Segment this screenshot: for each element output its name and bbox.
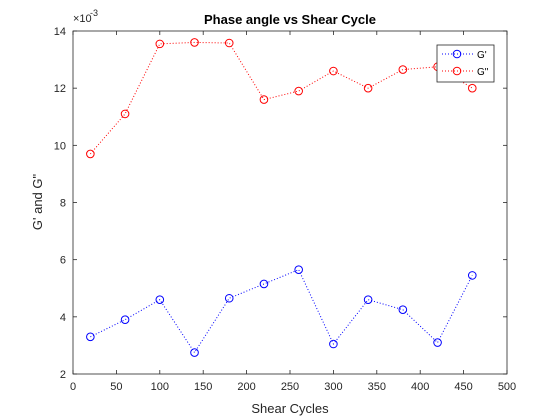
legend-marker-g-prime	[452, 49, 462, 59]
data-point-g-prime	[467, 271, 477, 280]
y-tick-label: 14	[54, 26, 66, 38]
data-point-g-double-prime	[224, 38, 234, 48]
x-tick-label: 350	[368, 381, 386, 393]
axis-ticks: 0 50 100 150 200 250 300 350 400 450 500 2 4 6 8 10 12 14	[54, 26, 516, 393]
data-point-g-prime	[190, 348, 199, 357]
data-point-g-double-prime	[120, 109, 130, 119]
y-tick-label: 10	[54, 140, 66, 152]
y-multiplier-text: ×10	[73, 13, 92, 25]
data-point-g-prime	[398, 305, 408, 314]
x-tick-label: 50	[110, 381, 122, 393]
series-layer	[86, 38, 477, 357]
data-point-g-double-prime	[294, 86, 303, 96]
data-point-g-double-prime	[329, 66, 338, 76]
data-point-g-double-prime	[155, 39, 165, 49]
data-point-g-double-prime	[190, 38, 199, 47]
x-tick-label: 300	[324, 381, 342, 393]
data-point-g-prime	[433, 338, 442, 347]
data-point-g-prime	[224, 293, 234, 303]
x-tick-label: 150	[194, 381, 212, 393]
data-point-g-prime	[86, 332, 95, 342]
data-point-g-prime	[259, 279, 269, 289]
x-tick-label: 500	[498, 381, 516, 393]
y-tick-label: 12	[54, 83, 66, 95]
x-axis-label: Shear Cycles	[251, 401, 329, 416]
data-point-g-double-prime	[259, 95, 269, 104]
data-point-g-double-prime	[467, 83, 477, 93]
data-point-g-prime	[120, 315, 130, 324]
data-point-g-double-prime	[86, 149, 95, 159]
y-axis-label: G' and G"	[30, 173, 45, 230]
legend-entry-g-prime: G'	[442, 49, 487, 61]
y-exponent-label: ×10 -3	[73, 8, 98, 25]
y-tick-label: 8	[60, 198, 66, 210]
legend-marker-g-double-prime	[452, 66, 462, 76]
x-tick-label: 250	[281, 381, 299, 393]
chart-title: Phase angle vs Shear Cycle	[204, 12, 376, 27]
data-point-g-double-prime	[398, 65, 408, 74]
legend: G' G"	[436, 44, 495, 83]
legend-box	[436, 44, 495, 83]
series-line-g-double-prime	[89, 41, 473, 155]
y-exponent-text: -3	[90, 8, 98, 18]
legend-label-g-prime: G'	[477, 50, 487, 61]
data-point-g-prime	[294, 265, 303, 274]
y-tick-label: 4	[60, 312, 66, 324]
data-point-g-double-prime	[363, 83, 373, 93]
data-point-g-prime	[155, 295, 165, 304]
x-tick-label: 400	[411, 381, 429, 393]
x-tick-label: 450	[454, 381, 472, 393]
y-tick-label: 2	[60, 369, 66, 381]
legend-entry-g-double-prime: G"	[442, 66, 489, 78]
series-line-g-prime	[90, 269, 473, 354]
y-tick-label: 6	[60, 255, 66, 267]
x-tick-label: 0	[70, 381, 76, 393]
x-tick-label: 100	[151, 381, 169, 393]
data-point-g-prime	[363, 295, 373, 304]
plot-area	[72, 30, 508, 375]
data-point-g-prime	[329, 339, 338, 349]
legend-label-g-double-prime: G"	[477, 67, 489, 78]
x-tick-label: 200	[237, 381, 255, 393]
